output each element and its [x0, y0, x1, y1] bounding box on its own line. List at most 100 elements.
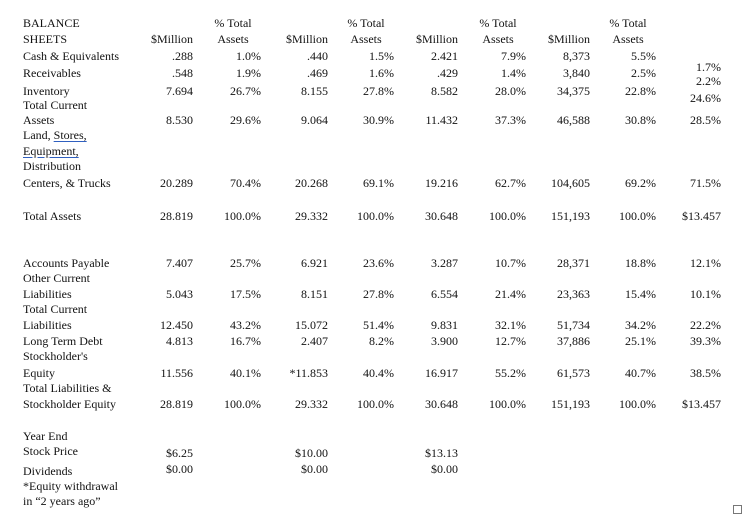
cell-tca-m3: 11.432	[425, 113, 458, 127]
cell-inv-p1: 26.7%	[230, 84, 261, 98]
cell-ltd-m1: 4.813	[166, 334, 193, 348]
cell-tl-p3: 100.0%	[489, 397, 526, 411]
cell-tca-p1: 29.6%	[230, 113, 261, 127]
cell-recv-m4: 3,840	[563, 66, 590, 80]
cell-eq-p3: 55.2%	[495, 366, 526, 380]
cell-ap-p4: 18.8%	[625, 256, 656, 270]
cell-eq-p4: 40.7%	[625, 366, 656, 380]
cell-ta-last: $13.457	[682, 209, 721, 223]
cell-ltd-m2: 2.407	[301, 334, 328, 348]
year-end-label: Year End	[23, 429, 68, 443]
cell-recv-m1: .548	[172, 66, 193, 80]
cell-tl-m4: 151,193	[551, 397, 590, 411]
cell-land-last: 71.5%	[690, 176, 721, 190]
cell-ocl-m3: 6.554	[431, 287, 458, 301]
cell-ocl-p1: 17.5%	[230, 287, 261, 301]
row-label-other-current-2: Liabilities	[23, 287, 72, 301]
row-label-land-line2: Equipment,	[23, 144, 79, 158]
cell-recv-last: 2.2%	[696, 74, 721, 88]
cell-cash-p2: 1.5%	[369, 49, 394, 63]
row-label-total-current-assets-2: Assets	[23, 113, 55, 127]
cell-tcl-m2: 15.072	[295, 318, 328, 332]
cell-ta-p1: 100.0%	[224, 209, 261, 223]
cell-recv-m2: .469	[307, 66, 328, 80]
cell-ap-last: 12.1%	[690, 256, 721, 270]
cell-inv-m4: 34,375	[557, 84, 590, 98]
cell-ltd-p1: 16.7%	[230, 334, 261, 348]
row-label-total-liab-1: Total Liabilities &	[23, 381, 112, 395]
row-label-land-line3: Distribution	[23, 159, 82, 173]
cell-ocl-p4: 15.4%	[625, 287, 656, 301]
row-label-total-current-assets-1: Total Current	[23, 98, 88, 112]
cell-cash-p1: 1.0%	[236, 49, 261, 63]
cell-ap-m2: 6.921	[301, 256, 328, 270]
cell-tcl-p3: 32.1%	[495, 318, 526, 332]
row-label-land-line4: Centers, & Trucks	[23, 176, 111, 190]
cell-land-m4: 104,605	[551, 176, 590, 190]
stock-price-2: $10.00	[295, 446, 328, 460]
cell-ltd-m3: 3.900	[431, 334, 458, 348]
col-pct-header-4-line1: % Total	[609, 16, 647, 30]
cell-cash-m1: .288	[172, 49, 193, 63]
col-pct-header-1-line2: Assets	[217, 32, 249, 46]
cell-tl-m1: 28.819	[160, 397, 193, 411]
cell-ocl-p2: 27.8%	[363, 287, 394, 301]
cell-land-m3: 19.216	[425, 176, 458, 190]
cell-ltd-p2: 8.2%	[369, 334, 394, 348]
cell-land-p1: 70.4%	[230, 176, 261, 190]
cell-tcl-last: 22.2%	[690, 318, 721, 332]
cell-land-m2: 20.268	[295, 176, 328, 190]
cell-tcl-m3: 9.831	[431, 318, 458, 332]
cell-ta-p3: 100.0%	[489, 209, 526, 223]
table-title-line1: BALANCE	[23, 16, 80, 30]
cell-cash-m4: 8,373	[563, 49, 590, 63]
cell-ocl-m1: 5.043	[166, 287, 193, 301]
cell-land-p2: 69.1%	[363, 176, 394, 190]
stock-price-3: $13.13	[425, 446, 458, 460]
cell-ltd-last: 39.3%	[690, 334, 721, 348]
row-label-equity-1: Stockholder's	[23, 349, 88, 363]
cell-ap-m3: 3.287	[431, 256, 458, 270]
row-label-equity-2: Equity	[23, 366, 55, 380]
row-label-long-term-debt: Long Term Debt	[23, 334, 103, 348]
col-pct-header-2-line1: % Total	[347, 16, 385, 30]
col-pct-header-3-line2: Assets	[482, 32, 514, 46]
cell-cash-p3: 7.9%	[501, 49, 526, 63]
col-million-header-1: $Million	[150, 32, 193, 46]
row-label-receivables: Receivables	[23, 66, 81, 80]
col-pct-header-3-line1: % Total	[479, 16, 517, 30]
cell-recv-p1: 1.9%	[236, 66, 261, 80]
cell-ocl-p3: 21.4%	[495, 287, 526, 301]
cell-inv-p3: 28.0%	[495, 84, 526, 98]
dividends-2: $0.00	[301, 462, 328, 476]
cell-ocl-m2: 8.151	[301, 287, 328, 301]
cell-eq-m2: *11.853	[289, 366, 328, 380]
cell-ap-p1: 25.7%	[230, 256, 261, 270]
cell-ltd-p3: 12.7%	[495, 334, 526, 348]
row-label-land-line1: Land, Stores,	[23, 128, 87, 142]
cell-ap-m1: 7.407	[166, 256, 193, 270]
cell-tca-p2: 30.9%	[363, 113, 394, 127]
col-million-header-3: $Million	[415, 32, 458, 46]
cell-eq-p2: 40.4%	[363, 366, 394, 380]
dividends-3: $0.00	[431, 462, 458, 476]
cell-cash-p4: 5.5%	[631, 49, 656, 63]
col-million-header-4: $Million	[547, 32, 590, 46]
cell-tl-m3: 30.648	[425, 397, 458, 411]
cell-tcl-m4: 51,734	[557, 318, 590, 332]
cell-tca-p4: 30.8%	[625, 113, 656, 127]
cell-recv-m3: .429	[437, 66, 458, 80]
cell-ocl-last: 10.1%	[690, 287, 721, 301]
row-label-accounts-payable: Accounts Payable	[23, 256, 110, 270]
cell-inv-m3: 8.582	[431, 84, 458, 98]
cell-eq-m4: 61,573	[557, 366, 590, 380]
cell-eq-p1: 40.1%	[230, 366, 261, 380]
row-label-total-liab-2: Stockholder Equity	[23, 397, 116, 411]
cell-ap-p3: 10.7%	[495, 256, 526, 270]
cell-land-m1: 20.289	[160, 176, 193, 190]
resize-handle-icon[interactable]	[733, 505, 742, 514]
cell-tl-p4: 100.0%	[619, 397, 656, 411]
cell-land-p3: 62.7%	[495, 176, 526, 190]
cell-eq-last: 38.5%	[690, 366, 721, 380]
cell-cash-m3: 2.421	[431, 49, 458, 63]
